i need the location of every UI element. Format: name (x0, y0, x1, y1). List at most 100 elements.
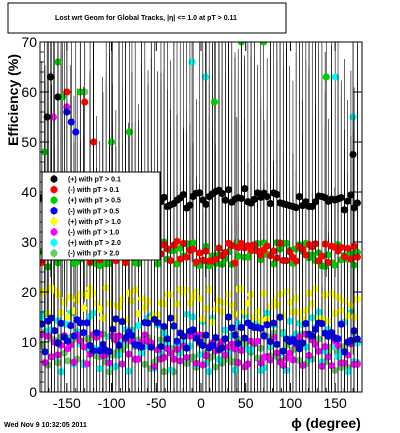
data-point (318, 252, 326, 260)
y-tick-label: 50 (21, 134, 37, 150)
legend-label: (+) with pT > 0.5 (68, 198, 121, 205)
data-point (334, 335, 342, 343)
data-point (201, 73, 210, 81)
data-point (173, 237, 181, 246)
data-point (192, 258, 200, 266)
data-point (54, 93, 62, 101)
data-point (224, 186, 233, 194)
data-point (273, 190, 281, 199)
legend-marker (50, 196, 58, 204)
x-axis-label: ϕ (degree) (291, 415, 361, 431)
data-point (247, 246, 255, 254)
data-point (179, 191, 188, 199)
x-tick-label: -150 (53, 395, 81, 411)
data-point (331, 73, 339, 81)
y-tick-label: 0 (29, 384, 37, 400)
data-point (96, 347, 104, 355)
legend-entry: (+) with pT > 0.5 (50, 196, 121, 205)
data-point (195, 249, 204, 257)
title-box: Lost wrt Geom for Global Tracks, |η| <= … (7, 2, 287, 34)
data-point (83, 360, 91, 368)
data-point (83, 291, 91, 299)
data-point (244, 253, 252, 261)
data-point (244, 299, 252, 307)
legend-label: (+) with pT > 2.0 (68, 240, 121, 247)
data-point (218, 189, 226, 198)
data-point (43, 113, 51, 121)
data-point (41, 348, 49, 356)
data-point (322, 73, 330, 81)
data-point (210, 98, 219, 106)
legend-box (41, 171, 161, 261)
data-point (340, 253, 349, 261)
legend-entry: (-) with pT > 2.0 (50, 249, 119, 258)
data-point (70, 332, 78, 340)
data-point (263, 242, 271, 250)
data-point (67, 118, 75, 126)
data-point (241, 185, 249, 193)
legend-marker (50, 207, 58, 215)
x-tick-label: -100 (98, 395, 126, 411)
data-point (331, 261, 339, 269)
data-point (349, 150, 357, 159)
data-point (96, 261, 104, 270)
legend-entry: (+) with pT > 0.1 (50, 175, 121, 184)
data-point (295, 193, 303, 201)
data-point (347, 191, 355, 199)
y-tick-label: 40 (21, 184, 37, 200)
data-point (183, 253, 191, 261)
data-point (302, 319, 310, 328)
y-axis-label: Efficiency (%) (5, 54, 21, 146)
data-point (72, 128, 80, 136)
data-point (63, 313, 72, 321)
data-point (292, 257, 300, 265)
legend-entry: (+) with pT > 2.0 (50, 238, 121, 247)
data-point (221, 196, 229, 204)
x-tick-label: 150 (323, 395, 347, 411)
data-point (186, 201, 194, 209)
data-point (188, 58, 196, 66)
data-point (107, 138, 116, 146)
data-point (40, 342, 46, 350)
data-point (350, 242, 358, 250)
data-point (63, 337, 72, 345)
data-point (176, 255, 184, 263)
data-point (134, 321, 142, 330)
legend: (+) with pT > 0.1 (-) with pT > 0.1 (+) wi… (41, 171, 161, 261)
data-point (81, 98, 89, 106)
x-tick-label: -50 (146, 395, 166, 411)
legend-label: (-) with pT > 0.1 (68, 187, 119, 194)
legend-entry: (-) with pT > 1.0 (50, 228, 119, 237)
data-point (253, 337, 262, 345)
y-tick-label: 10 (21, 334, 37, 350)
data-point (96, 305, 104, 313)
data-point (231, 259, 239, 267)
data-point (260, 332, 268, 340)
data-point (344, 197, 352, 205)
legend-marker (50, 217, 58, 225)
legend-marker (50, 228, 58, 236)
legend-marker (50, 239, 58, 247)
data-point (63, 357, 72, 365)
data-point (234, 252, 242, 260)
data-point (195, 189, 204, 197)
data-point (237, 194, 246, 203)
legend-entry: (-) with pT > 0.1 (50, 185, 119, 194)
data-point (260, 42, 268, 46)
data-point (189, 245, 197, 253)
y-tick-label: 70 (21, 34, 37, 50)
data-point (134, 310, 142, 318)
data-point (83, 319, 91, 327)
data-point (125, 128, 134, 136)
y-tick-label: 20 (21, 284, 37, 300)
data-point (302, 251, 310, 259)
data-point (40, 331, 46, 339)
data-point (311, 198, 320, 206)
x-tick-label: 100 (279, 395, 303, 411)
data-point (80, 304, 88, 312)
data-point (340, 206, 349, 214)
data-point (337, 194, 345, 202)
data-point (286, 349, 294, 357)
data-point (263, 193, 271, 201)
legend-marker (50, 249, 58, 257)
